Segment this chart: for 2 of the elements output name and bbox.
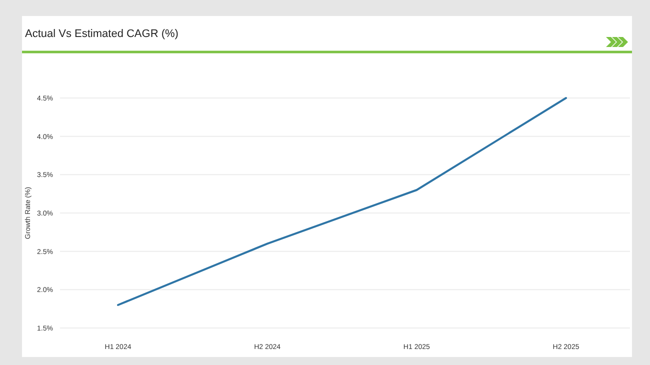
line-series xyxy=(117,97,567,306)
chart-title: Actual Vs Estimated CAGR (%) xyxy=(25,28,178,40)
